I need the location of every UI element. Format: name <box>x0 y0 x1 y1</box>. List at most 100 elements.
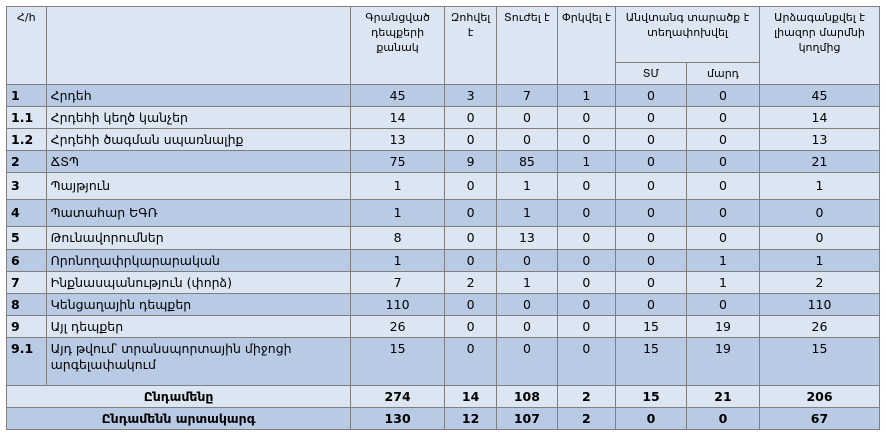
total-killed: 14 <box>444 385 498 408</box>
cell-moved-people: 0 <box>685 172 761 200</box>
cell-rescued: 0 <box>556 172 617 200</box>
table-row: 9 Այլ դեպքեր 26 0 0 0 15 19 26 <box>6 315 880 338</box>
row-name: Հրդեհի կեղծ կանչեր <box>45 106 352 129</box>
cell-rescued: 0 <box>556 226 617 250</box>
cell-injured: 13 <box>496 226 558 250</box>
row-name: Ինքնասպանություն (փորձ) <box>45 271 352 294</box>
header-rescued: Փրկվել է <box>556 6 617 85</box>
cell-rescued: 0 <box>556 271 617 294</box>
table-row: 4 Պատահար ԵԳՌ 1 0 1 0 0 0 0 <box>6 199 880 227</box>
emergency-total-registered: 130 <box>350 407 446 430</box>
cell-responded: 13 <box>759 128 880 151</box>
cell-moved-people: 0 <box>685 106 761 129</box>
cell-responded: 1 <box>759 172 880 200</box>
emergency-total-moved-vehicles: 0 <box>615 407 687 430</box>
total-rescued: 2 <box>556 385 617 408</box>
emergency-total-label: Ընդամենն արտակարգ <box>5 407 352 430</box>
table-row: 7 Ինքնասպանություն (փորձ) 7 2 1 0 0 1 2 <box>6 271 880 294</box>
table-row: 1 Հրդեհ 45 3 7 1 0 0 45 <box>6 84 880 107</box>
cell-moved-vehicles: 0 <box>615 226 687 250</box>
header-num: Հ/հ <box>6 6 47 85</box>
cell-registered: 75 <box>350 150 446 173</box>
cell-responded: 2 <box>759 271 880 294</box>
cell-responded: 0 <box>759 199 880 227</box>
cell-responded: 15 <box>759 337 880 386</box>
cell-injured: 0 <box>496 106 558 129</box>
cell-moved-vehicles: 0 <box>615 249 687 272</box>
cell-registered: 26 <box>350 315 446 338</box>
row-num: 9 <box>6 315 47 338</box>
cell-injured: 0 <box>496 249 558 272</box>
row-num: 1.1 <box>6 106 47 129</box>
cell-moved-vehicles: 0 <box>615 84 687 107</box>
cell-registered: 14 <box>350 106 446 129</box>
cell-rescued: 1 <box>556 84 617 107</box>
row-name: Կենցաղային դեպքեր <box>45 293 352 316</box>
cell-moved-people: 0 <box>685 226 761 250</box>
row-name: Այդ թվում՝ տրանսպորտային միջոցի արգելափա… <box>45 337 352 386</box>
cell-rescued: 1 <box>556 150 617 173</box>
total-moved-vehicles: 15 <box>615 385 687 408</box>
cell-registered: 45 <box>350 84 446 107</box>
cell-moved-people: 0 <box>685 293 761 316</box>
total-registered: 274 <box>350 385 446 408</box>
emergency-total-killed: 12 <box>444 407 498 430</box>
cell-moved-vehicles: 15 <box>615 315 687 338</box>
cell-responded: 14 <box>759 106 880 129</box>
row-name: Հրդեհի ծագման սպառնալիք <box>45 128 352 151</box>
cell-responded: 45 <box>759 84 880 107</box>
cell-injured: 1 <box>496 199 558 227</box>
table-row: 9.1 Այդ թվում՝ տրանսպորտային միջոցի արգե… <box>6 337 880 386</box>
cell-killed: 0 <box>444 199 498 227</box>
cell-responded: 21 <box>759 150 880 173</box>
header-injured: Տուժել է <box>496 6 558 85</box>
cell-rescued: 0 <box>556 128 617 151</box>
cell-rescued: 0 <box>556 337 617 386</box>
emergency-total-moved-people: 0 <box>685 407 761 430</box>
row-num: 5 <box>6 226 47 250</box>
cell-killed: 3 <box>444 84 498 107</box>
cell-registered: 1 <box>350 199 446 227</box>
cell-moved-vehicles: 0 <box>615 128 687 151</box>
cell-injured: 0 <box>496 315 558 338</box>
emergency-total-row: Ընդամենն արտակարգ 130 12 107 2 0 0 67 <box>5 407 880 430</box>
table-row: 1.1 Հրդեհի կեղծ կանչեր 14 0 0 0 0 0 14 <box>6 106 880 129</box>
row-num: 8 <box>6 293 47 316</box>
cell-moved-vehicles: 0 <box>615 106 687 129</box>
cell-injured: 1 <box>496 271 558 294</box>
cell-moved-vehicles: 0 <box>615 199 687 227</box>
cell-killed: 0 <box>444 293 498 316</box>
row-name: Հրդեհ <box>45 84 352 107</box>
table-row: 3 Պայթյուն 1 0 1 0 0 0 1 <box>6 172 880 200</box>
row-num: 7 <box>6 271 47 294</box>
row-name: Այլ դեպքեր <box>45 315 352 338</box>
cell-killed: 2 <box>444 271 498 294</box>
cell-killed: 0 <box>444 315 498 338</box>
cell-injured: 0 <box>496 128 558 151</box>
cell-responded: 110 <box>759 293 880 316</box>
incident-table: Հ/հ Գրանցված դեպքերի քանակ Զոհվել է Տուժ… <box>5 6 880 430</box>
cell-killed: 0 <box>444 337 498 386</box>
cell-registered: 15 <box>350 337 446 386</box>
row-num: 2 <box>6 150 47 173</box>
cell-moved-people: 19 <box>685 315 761 338</box>
row-num: 3 <box>6 172 47 200</box>
cell-killed: 0 <box>444 128 498 151</box>
row-num: 9.1 <box>6 337 47 386</box>
cell-responded: 26 <box>759 315 880 338</box>
cell-registered: 8 <box>350 226 446 250</box>
cell-injured: 1 <box>496 172 558 200</box>
total-injured: 108 <box>496 385 558 408</box>
cell-rescued: 0 <box>556 199 617 227</box>
table-row: 1.2 Հրդեհի ծագման սպառնալիք 13 0 0 0 0 0… <box>6 128 880 151</box>
cell-registered: 1 <box>350 172 446 200</box>
cell-moved-people: 19 <box>685 337 761 386</box>
row-name: Պատահար ԵԳՌ <box>45 199 352 227</box>
cell-registered: 1 <box>350 249 446 272</box>
header-moved-vehicles: ՏՄ <box>615 62 687 85</box>
cell-registered: 13 <box>350 128 446 151</box>
emergency-total-responded: 67 <box>759 407 880 430</box>
cell-killed: 0 <box>444 226 498 250</box>
row-name: Որոնողափրկարարական <box>45 249 352 272</box>
cell-killed: 0 <box>444 106 498 129</box>
